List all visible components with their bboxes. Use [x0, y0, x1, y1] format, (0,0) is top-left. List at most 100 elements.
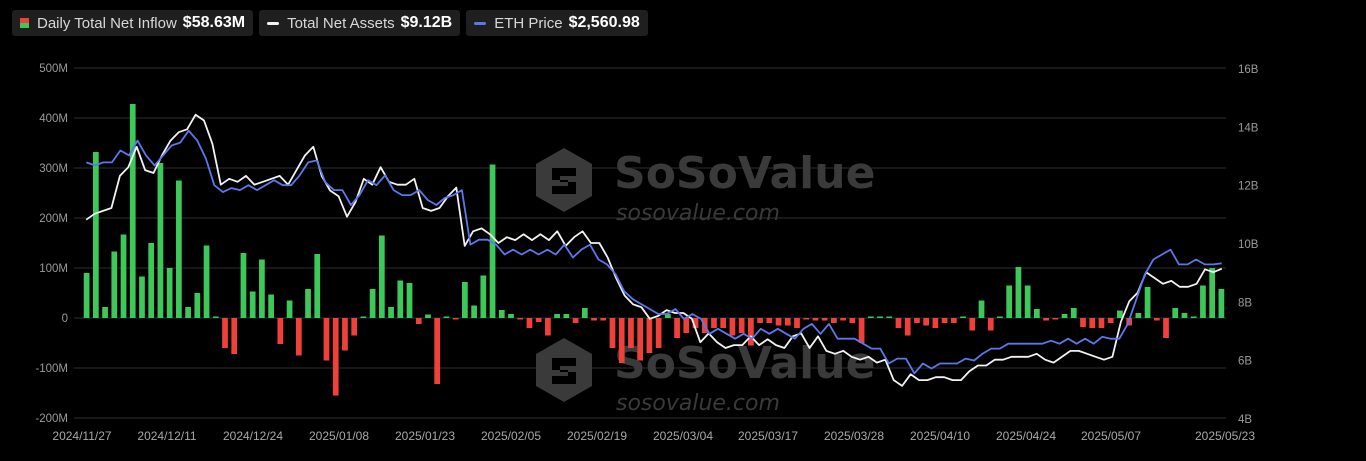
sosovalue-logo-icon: [536, 148, 592, 212]
inflow-bar: [858, 318, 865, 343]
inflow-bar: [581, 308, 588, 318]
inflow-bar: [932, 318, 939, 328]
watermark-brand: SoSoValue: [614, 338, 875, 389]
inflow-bar: [194, 293, 201, 318]
inflow-bar: [572, 318, 579, 323]
y-left-tick-label: 200M: [39, 213, 68, 225]
inflow-bar: [674, 318, 680, 338]
legend-item-assets[interactable]: Total Net Assets $9.12B: [259, 10, 461, 36]
inflow-bar: [526, 318, 533, 328]
inflow-bar: [1015, 267, 1022, 318]
inflow-bar: [1034, 309, 1040, 318]
inflow-bar: [591, 318, 597, 321]
inflow-bar: [637, 318, 644, 361]
inflow-bar: [849, 318, 856, 323]
line-swatch-icon: [267, 21, 280, 25]
eth-price-line: [86, 129, 1222, 375]
inflow-bar: [157, 163, 164, 318]
inflow-bar: [1107, 318, 1114, 323]
inflow-bar: [812, 318, 819, 321]
inflow-bar: [1144, 287, 1151, 318]
inflow-bar: [1089, 318, 1096, 328]
inflow-bar: [923, 318, 930, 326]
y-left-tick-label: -200M: [35, 413, 68, 425]
inflow-bar: [1098, 318, 1105, 328]
inflow-bar: [1043, 318, 1049, 321]
inflow-bar: [166, 268, 173, 318]
y-right-tick-label: 16B: [1238, 64, 1259, 76]
inflow-bar: [286, 300, 293, 318]
inflow-bar: [120, 234, 127, 318]
x-tick-label: 2025/04/10: [910, 429, 970, 443]
inflow-bar: [886, 316, 893, 318]
inflow-bar: [498, 310, 505, 318]
legend-label: ETH Price: [494, 14, 563, 32]
y-axis-left: 500M 400M 300M 200M 100M 0 -100M -200M: [35, 63, 68, 425]
x-tick-label: 2025/02/19: [567, 429, 627, 443]
inflow-bar: [425, 314, 431, 318]
inflow-bar: [1209, 268, 1216, 318]
x-axis: 2024/11/27 2024/12/11 2024/12/24 2025/01/08…: [52, 429, 1255, 443]
inflow-bar: [489, 164, 496, 318]
y-right-tick-label: 8B: [1238, 297, 1252, 309]
inflow-bar: [249, 291, 256, 318]
inflow-bar: [462, 282, 468, 318]
inflow-bar: [978, 300, 985, 318]
inflow-bar: [342, 318, 348, 351]
watermark-brand: SoSoValue: [614, 148, 875, 199]
inflow-bar: [480, 275, 487, 318]
inflow-bar: [295, 318, 302, 356]
line-swatch-icon: [474, 21, 487, 25]
inflow-bar: [987, 318, 994, 331]
inflow-bar: [434, 318, 441, 384]
inflow-bar: [1163, 318, 1169, 338]
inflow-bar: [535, 318, 542, 322]
x-tick-label: 2025/04/24: [996, 429, 1056, 443]
inflow-bar: [268, 294, 274, 318]
x-tick-label: 2025/03/04: [653, 429, 713, 443]
inflow-bar: [1181, 313, 1188, 318]
inflow-bar: [203, 245, 210, 318]
total-net-assets-line: [85, 113, 1223, 387]
inflow-bar: [83, 273, 90, 318]
inflow-bar: [185, 307, 191, 318]
inflow-bar: [1070, 308, 1077, 318]
inflow-bar: [600, 318, 607, 321]
legend-item-inflow[interactable]: Daily Total Net Inflow $58.63M: [12, 10, 254, 36]
inflow-bar: [129, 104, 136, 318]
inflow-bar: [111, 251, 118, 318]
inflow-bar: [545, 318, 551, 336]
inflow-bar: [711, 318, 717, 328]
inflow-bar: [415, 318, 422, 324]
y-right-tick-label: 6B: [1238, 356, 1252, 368]
inflow-bar: [563, 314, 570, 318]
inflow-bar: [259, 259, 265, 318]
inflow-bar: [517, 318, 524, 320]
inflow-bar: [748, 318, 754, 346]
legend-value: $58.63M: [182, 14, 246, 31]
inflow-bar: [766, 318, 773, 323]
y-left-tick-label: 500M: [39, 63, 68, 75]
lines: [85, 113, 1223, 387]
legend-value: $2,560.98: [568, 14, 640, 31]
inflow-bar: [794, 318, 800, 328]
inflow-bar: [1080, 318, 1086, 327]
inflow-bar: [1172, 308, 1179, 318]
legend: Daily Total Net Inflow $58.63M Total Net…: [12, 10, 648, 36]
legend-item-eth[interactable]: ETH Price $2,560.98: [466, 10, 648, 36]
inflow-bar: [176, 180, 182, 318]
inflow-bar: [867, 316, 874, 318]
inflow-bar: [92, 152, 99, 318]
logo-mark: [552, 168, 576, 194]
inflow-bar: [997, 316, 1003, 318]
inflow-bar: [960, 316, 966, 318]
watermarks: SoSoValuesosovalue.comSoSoValuesosovalue…: [536, 148, 875, 416]
x-tick-label: 2025/03/28: [824, 429, 884, 443]
y-left-tick-label: 400M: [39, 113, 68, 125]
x-tick-label: 2025/01/08: [309, 429, 369, 443]
inflow-bar: [388, 307, 394, 318]
bar-swatch-icon: [20, 18, 29, 28]
inflow-bar: [831, 318, 837, 323]
x-tick-label: 2024/11/27: [52, 429, 111, 443]
